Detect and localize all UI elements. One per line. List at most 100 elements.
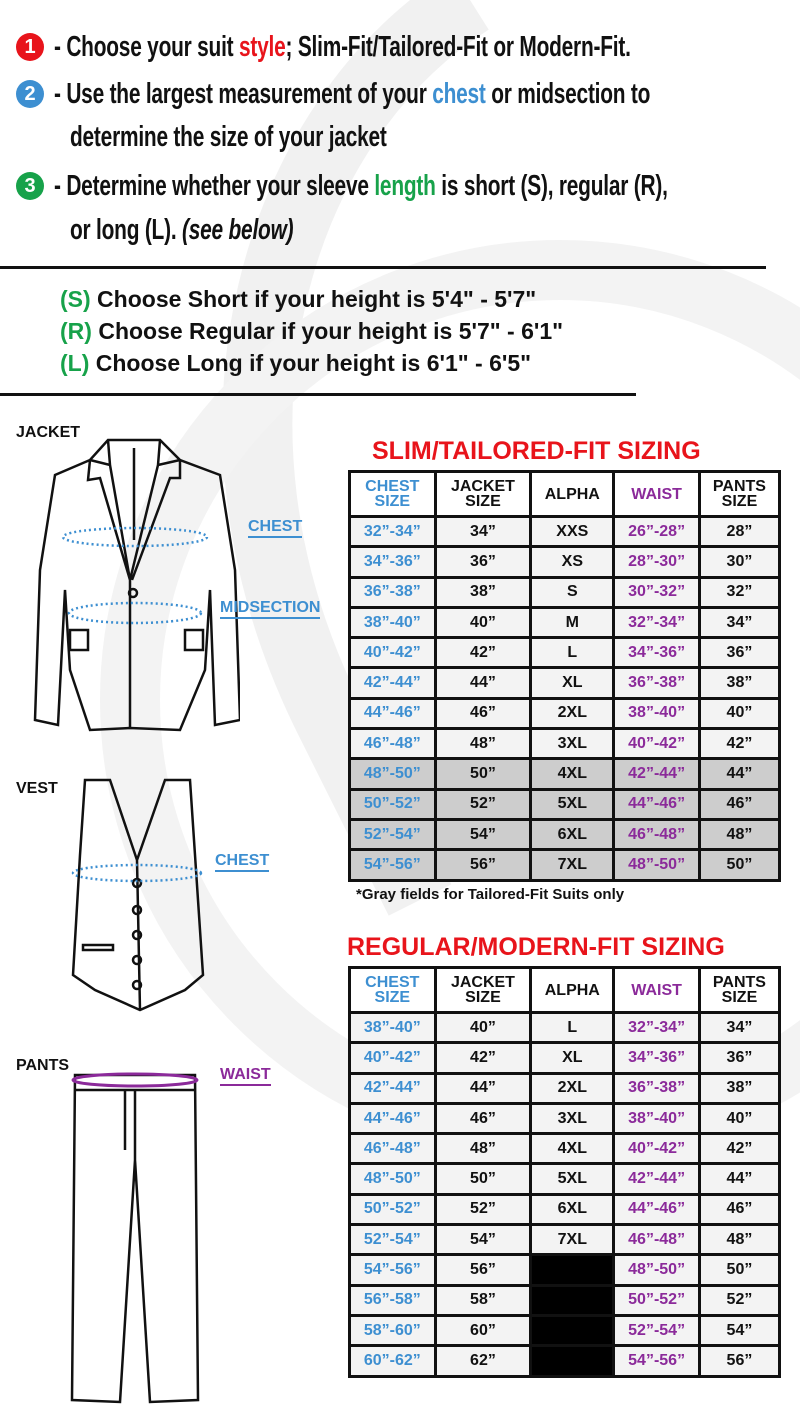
- height-text: Choose Long if your height is 6'1" - 6'5…: [89, 350, 532, 376]
- table-cell: 5XL: [529, 1162, 616, 1196]
- table-cell: 40”-42”: [348, 636, 437, 670]
- step-text: - Choose your suit: [54, 30, 239, 63]
- table-cell: 46”: [697, 1192, 782, 1227]
- table-cell: 54”-56”: [612, 1344, 701, 1378]
- table-cell: L: [529, 636, 616, 670]
- table-cell: 26”-28”: [612, 514, 701, 549]
- table-row: 44”-46” 46” 2XL 38”-40” 40”: [348, 696, 782, 731]
- table-cell: 54”-56”: [348, 1253, 437, 1287]
- table-row: 60”-62” 62” 54”-56” 56”: [348, 1344, 782, 1378]
- column-header: CHEST SIZE: [348, 966, 437, 1014]
- table-cell: 38”: [433, 575, 533, 609]
- table-cell: 40”: [433, 1010, 533, 1045]
- table-cell: 44”: [697, 757, 782, 791]
- table-cell: 2XL: [529, 1071, 616, 1105]
- table-cell: 50”-52”: [348, 1192, 437, 1227]
- height-text: Choose Regular if your height is 5'7" - …: [91, 318, 564, 344]
- jacket-illustration: [33, 438, 240, 732]
- table-cell: 38”-40”: [612, 696, 701, 731]
- table-cell: 36”-38”: [348, 575, 437, 609]
- table-row: 36”-38” 38” S 30”-32” 32”: [348, 575, 782, 609]
- table-cell: 34”-36”: [348, 545, 437, 579]
- see-below-note: (see below): [182, 214, 294, 246]
- table-cell: 34”: [433, 514, 533, 549]
- table-cell: 5XL: [529, 787, 616, 821]
- regular-fit-table: CHEST SIZE JACKET SIZE ALPHA WAIST PANTS SIZE 38…: [348, 966, 782, 1378]
- table-cell: 42”: [433, 1041, 533, 1075]
- table-row: 56”-58” 58” 50”-52” 52”: [348, 1283, 782, 1317]
- table-cell: 44”: [433, 666, 533, 700]
- table-row: 46”-48” 48” 3XL 40”-42” 42”: [348, 727, 782, 761]
- height-long: (L) Choose Long if your height is 6'1" -…: [60, 350, 531, 377]
- table-cell: 6XL: [529, 817, 616, 852]
- table-cell: 44”-46”: [612, 787, 701, 821]
- table-cell: [529, 1313, 616, 1348]
- pants-label: PANTS: [16, 1057, 70, 1074]
- step-text: - Determine whether your sleeve: [54, 169, 375, 202]
- table-cell: 50”-52”: [612, 1283, 701, 1317]
- table-cell: 48”-50”: [612, 1253, 701, 1287]
- table-cell: 48”-50”: [612, 848, 701, 882]
- height-short: (S) Choose Short if your height is 5'4" …: [60, 286, 536, 313]
- table-cell: 36”: [433, 545, 533, 579]
- table-cell: 48”: [433, 1132, 533, 1166]
- column-header: JACKET SIZE: [433, 966, 533, 1014]
- table-cell: 34”: [697, 605, 782, 640]
- step-3: 3- Determine whether your sleeve length …: [16, 168, 800, 204]
- table-cell: 48”: [697, 817, 782, 852]
- table-row: 42”-44” 44” 2XL 36”-38” 38”: [348, 1071, 782, 1105]
- step-1: 1 - Choose your suit style; Slim-Fit/Tail…: [16, 29, 800, 65]
- table-row: 48”-50” 50” 4XL 42”-44” 44”: [348, 757, 782, 791]
- table-cell: 46”: [697, 787, 782, 821]
- step-text: - Use the largest measurement of your: [54, 77, 433, 110]
- table-cell: 60”: [433, 1313, 533, 1348]
- height-code: (R): [60, 318, 92, 344]
- waist-label: WAIST: [220, 1066, 271, 1086]
- column-header: PANTS SIZE: [697, 470, 782, 518]
- table-cell: 46”: [433, 696, 533, 731]
- table-cell: 34”-36”: [612, 636, 701, 670]
- table-cell: XL: [529, 1041, 616, 1075]
- column-header: WAIST: [612, 966, 701, 1014]
- table-cell: 32”-34”: [348, 514, 437, 549]
- vest-label: VEST: [16, 780, 58, 797]
- table-cell: 52”-54”: [348, 1223, 437, 1257]
- table-row: 42”-44” 44” XL 36”-38” 38”: [348, 666, 782, 700]
- table-cell: L: [529, 1010, 616, 1045]
- step-number-1-icon: 1: [16, 33, 44, 61]
- table-cell: 42”: [697, 1132, 782, 1166]
- table-cell: 42”-44”: [612, 1162, 701, 1196]
- table-cell: 56”: [697, 1344, 782, 1378]
- table-row: 38”-40” 40” M 32”-34” 34”: [348, 605, 782, 640]
- table-cell: 32”-34”: [612, 605, 701, 640]
- table-cell: 56”-58”: [348, 1283, 437, 1317]
- table-row: 48”-50” 50” 5XL 42”-44” 44”: [348, 1162, 782, 1196]
- table-cell: 28”: [697, 514, 782, 549]
- table-cell: 32”: [697, 575, 782, 609]
- step-text: or long (L).: [70, 214, 183, 246]
- table-cell: 38”-40”: [348, 1010, 437, 1045]
- step-text: is short (S), regular (R),: [435, 169, 668, 202]
- table-cell: 62”: [433, 1344, 533, 1378]
- table-cell: 52”-54”: [612, 1313, 701, 1348]
- table-row: 54”-56” 56” 7XL 48”-50” 50”: [348, 848, 782, 882]
- divider: [0, 393, 636, 396]
- table-cell: 54”: [697, 1313, 782, 1348]
- table-cell: M: [529, 605, 616, 640]
- table-cell: 44”-46”: [348, 1101, 437, 1136]
- step-keyword: style: [238, 30, 286, 63]
- height-text: Choose Short if your height is 5'4" - 5'…: [90, 286, 537, 312]
- height-regular: (R) Choose Regular if your height is 5'7…: [60, 318, 563, 345]
- table-cell: 36”-38”: [612, 1071, 701, 1105]
- table-cell: 48”: [697, 1223, 782, 1257]
- table-cell: 40”-42”: [348, 1041, 437, 1075]
- table-row: 50”-52” 52” 6XL 44”-46” 46”: [348, 1192, 782, 1227]
- step-3-continued: or long (L). (see below): [70, 214, 294, 247]
- table-cell: 50”: [697, 848, 782, 882]
- step-number-2-icon: 2: [16, 80, 44, 108]
- table-cell: 38”: [697, 1071, 782, 1105]
- table-cell: 38”-40”: [612, 1101, 701, 1136]
- table-cell: XXS: [529, 514, 616, 549]
- column-header: ALPHA: [529, 470, 616, 518]
- table-cell: 50”-52”: [348, 787, 437, 821]
